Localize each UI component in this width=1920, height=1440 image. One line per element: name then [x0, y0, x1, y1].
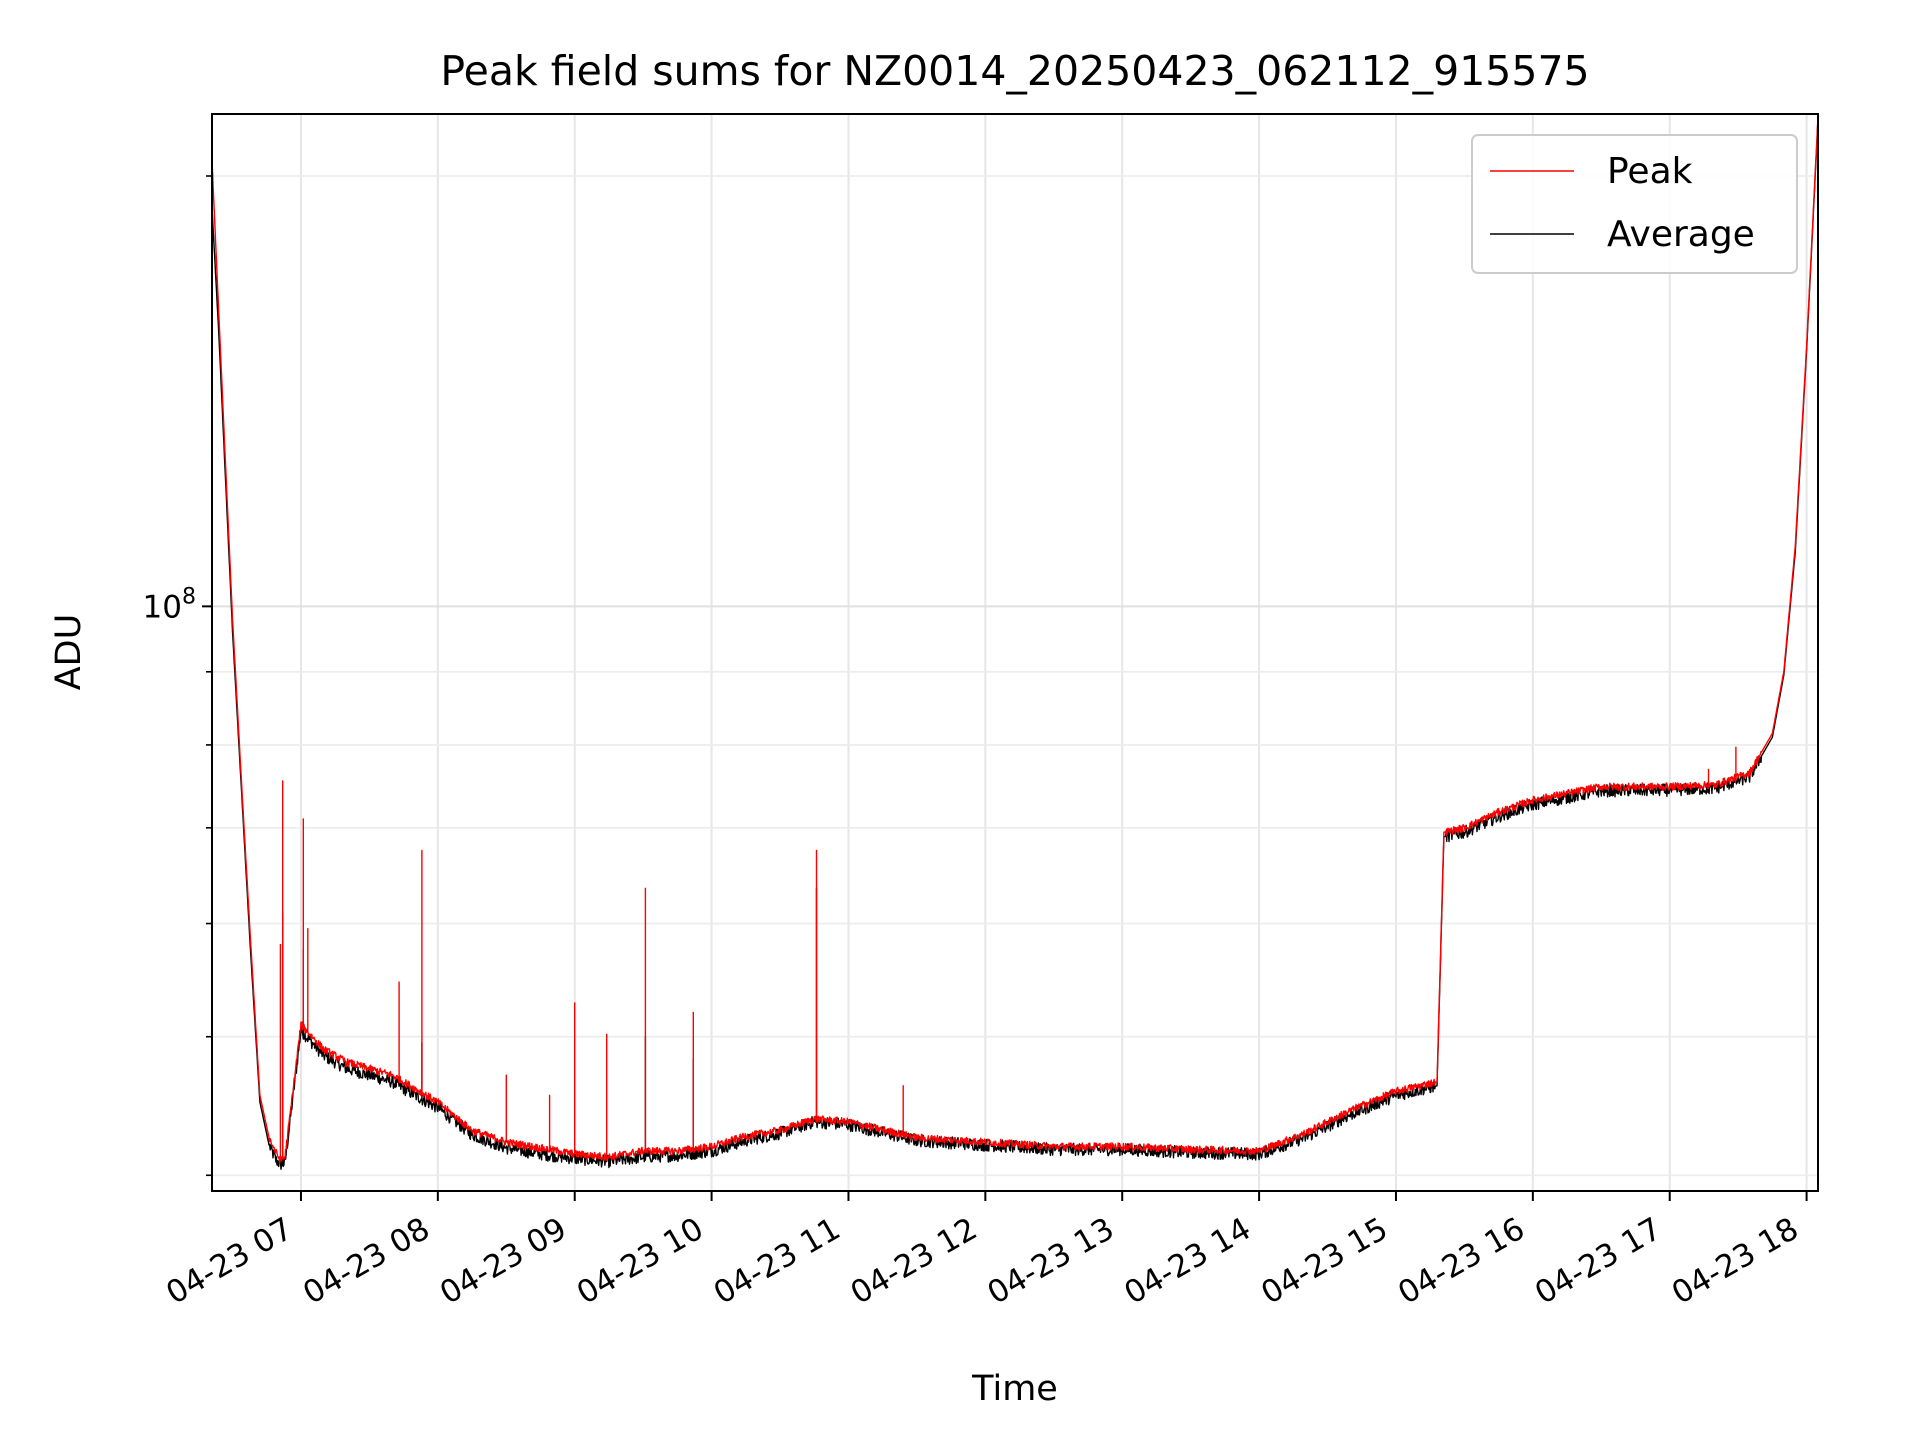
series-layer — [211, 116, 1819, 1170]
y-axis-label: ADU — [49, 614, 89, 691]
legend-average-label: Average — [1607, 214, 1755, 255]
legend-peak-label: Peak — [1607, 151, 1693, 192]
chart-title: Peak field sums for NZ0014_20250423_0621… — [440, 47, 1589, 95]
y-tick-label: 108 — [143, 584, 196, 625]
series-line-peak — [211, 116, 1819, 1164]
x-axis-label: Time — [971, 1369, 1058, 1409]
legend: Peak Average — [1471, 134, 1798, 274]
legend-box — [1471, 134, 1798, 274]
plot-frame — [211, 113, 1819, 1192]
